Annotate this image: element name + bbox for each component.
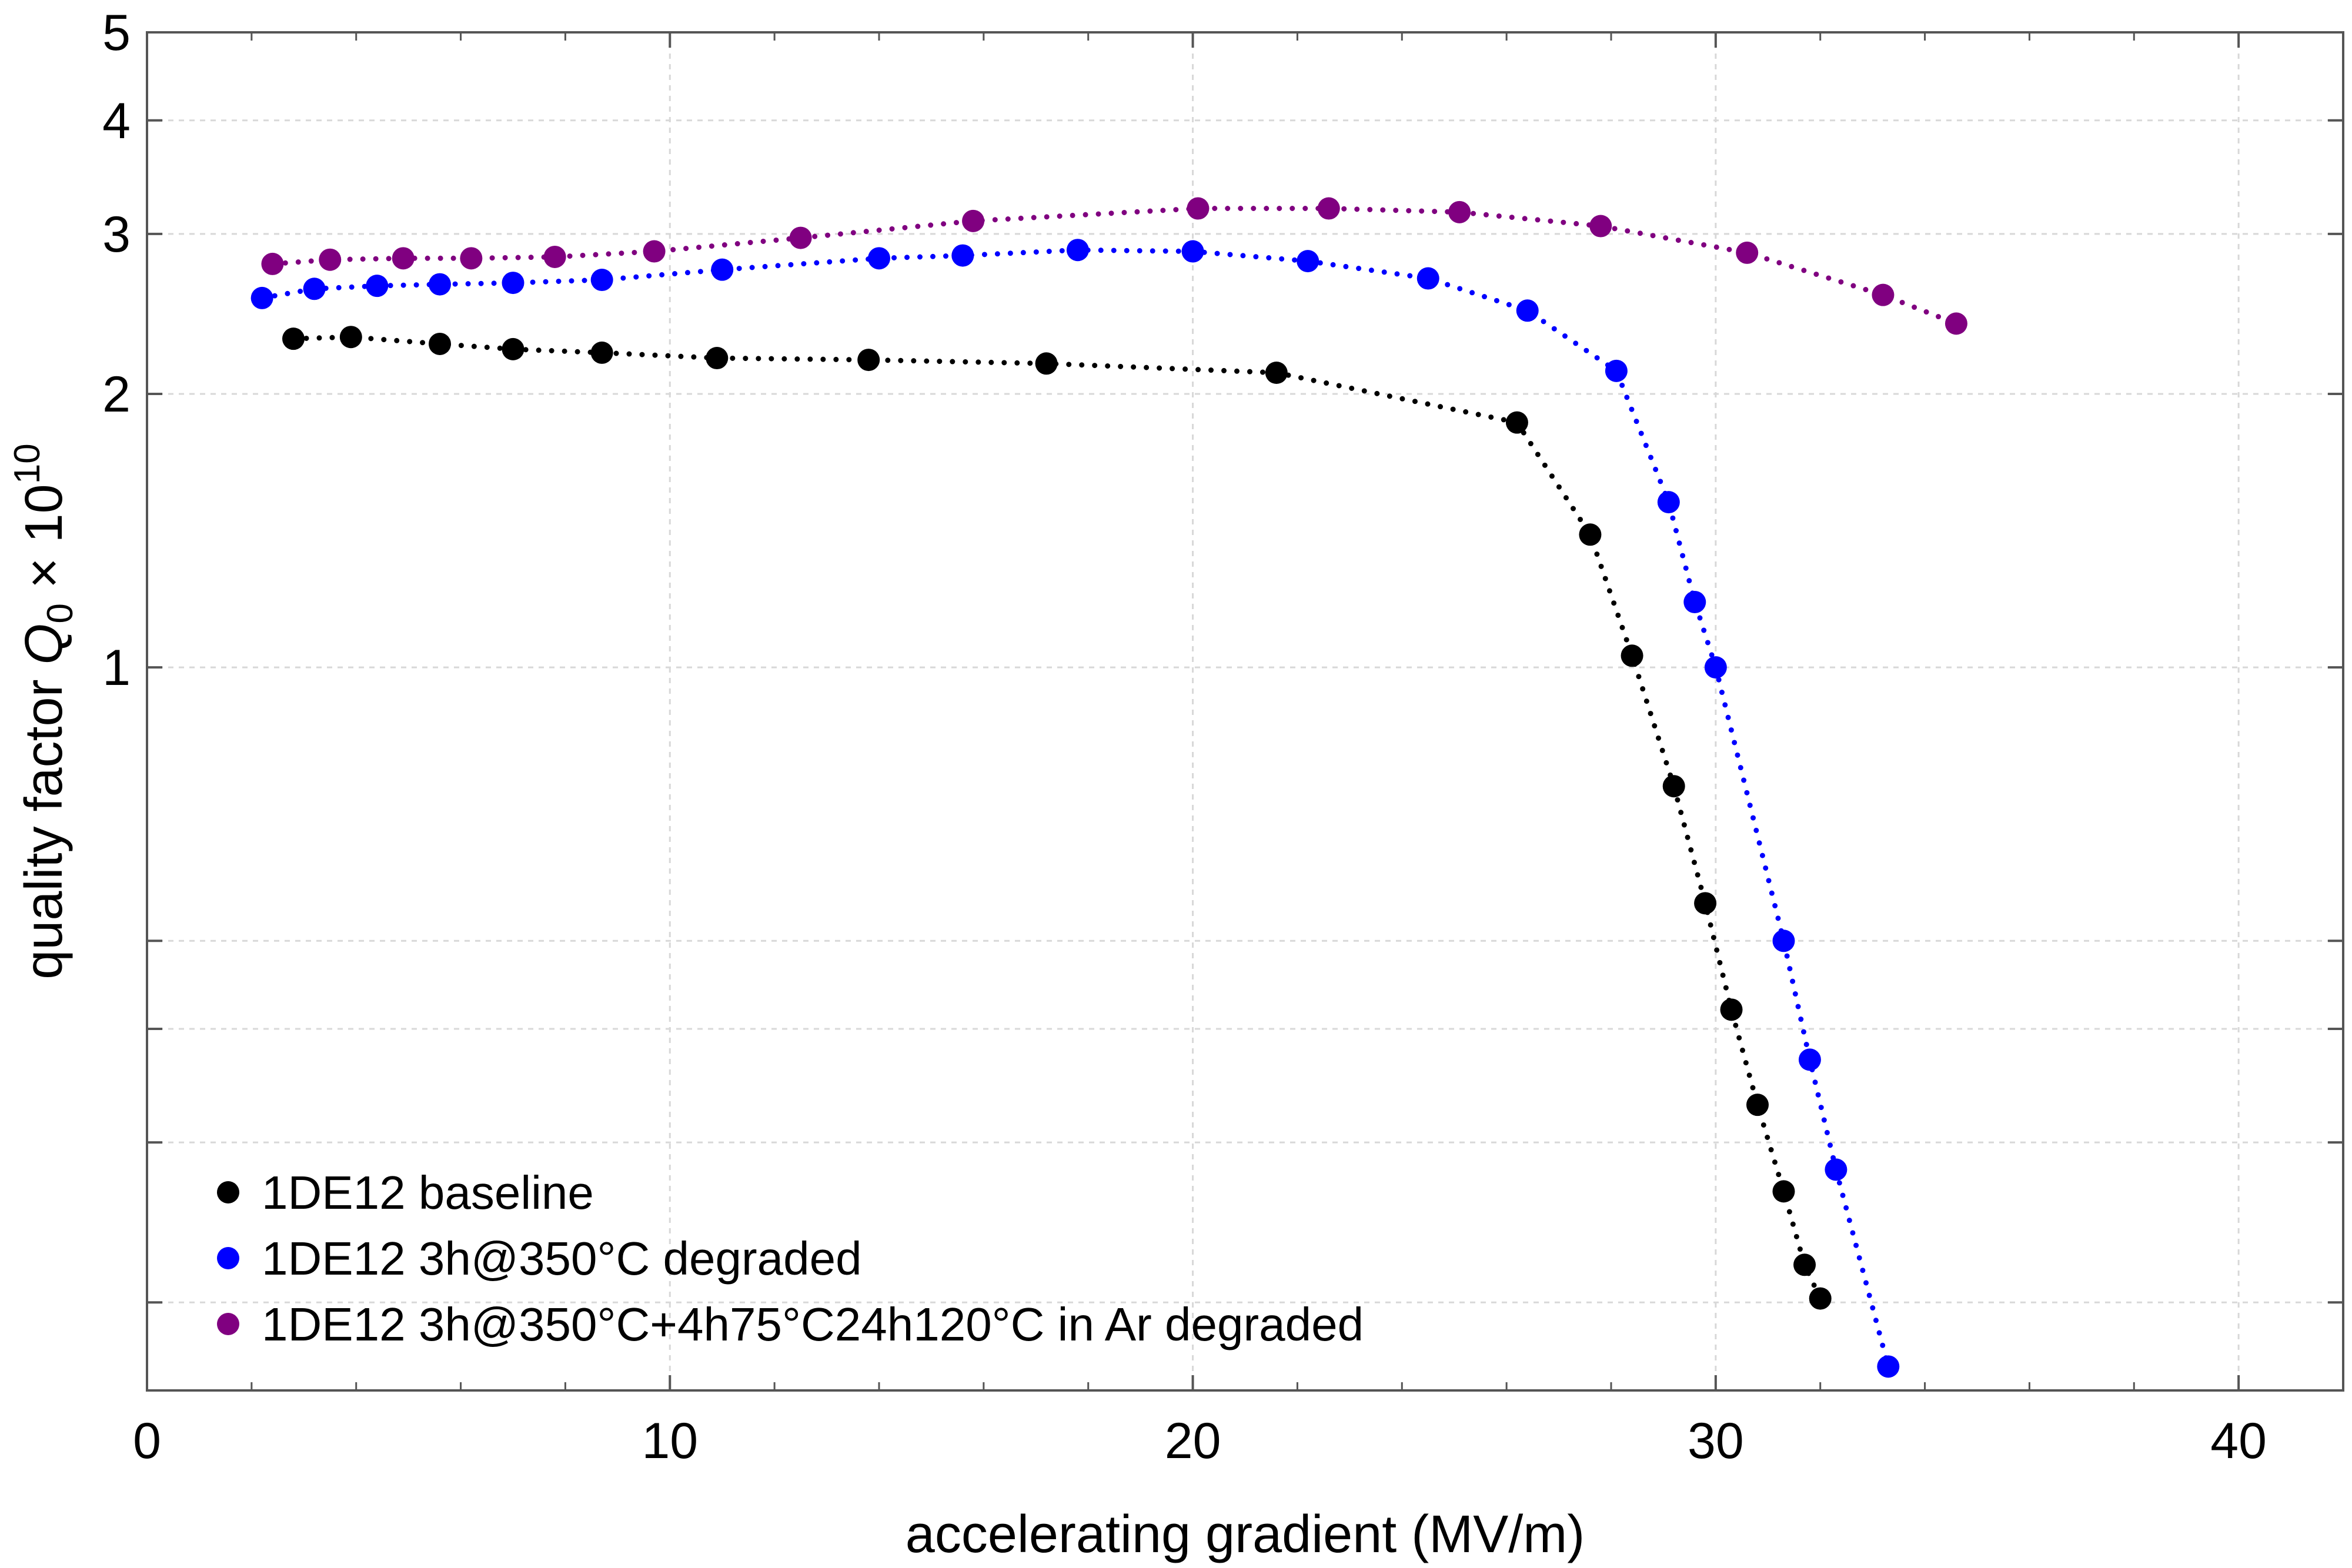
legend-label: 1DE12 3h@350°C+4h75°C24h120°C in Ar degr… [262, 1298, 1364, 1350]
series-1-point [1265, 362, 1288, 385]
series-3-point [789, 226, 812, 249]
y-axis-title-symbol: Q [15, 623, 74, 664]
series-2-point [1798, 1048, 1821, 1071]
series-3-point [319, 248, 342, 271]
legend: 1DE12 baseline 1DE12 3h@350°C degraded 1DE… [217, 1166, 1364, 1350]
series-1-point [1505, 411, 1528, 434]
series-3-point [1317, 197, 1340, 220]
series-1-point [1694, 892, 1717, 915]
legend-item: 1DE12 3h@350°C+4h75°C24h120°C in Ar degr… [217, 1298, 1364, 1350]
series-1-point [590, 341, 613, 364]
series-2-point [303, 278, 326, 300]
series-1-point [1772, 1180, 1795, 1203]
series-2-line [259, 247, 1891, 1369]
y-axis-title-prefix: quality factor [15, 664, 74, 979]
series-2-point [1704, 656, 1727, 679]
series-2-point [711, 258, 734, 281]
legend-marker [217, 1181, 239, 1203]
series-2-point [1605, 359, 1628, 382]
legend-item: 1DE12 3h@350°C degraded [217, 1232, 862, 1285]
legend-label: 1DE12 baseline [262, 1166, 594, 1219]
legend-marker [217, 1313, 239, 1335]
series-1-point [1793, 1253, 1816, 1276]
series-2-point [1297, 250, 1319, 273]
series-3-point [392, 247, 415, 270]
series-1-point [339, 326, 362, 349]
series-1-point [1035, 352, 1058, 375]
series-2-point [1181, 240, 1204, 263]
y-tick-label: 3 [102, 206, 131, 263]
series-2-point [951, 244, 974, 267]
series-2-point [502, 272, 524, 295]
y-axis-title: quality factor Q0 × 1010 [7, 443, 81, 979]
plot-frame [146, 31, 2344, 1392]
series-3-point [460, 247, 483, 270]
series-3-point [261, 252, 284, 275]
series-2-point [1066, 239, 1089, 262]
x-tick-label: 40 [2210, 1413, 2267, 1469]
y-axis-title-subscript: 0 [40, 603, 81, 623]
series-1-point [282, 327, 305, 350]
series-3-point [1448, 200, 1471, 223]
x-axis-title: accelerating gradient (MV/m) [906, 1505, 1585, 1564]
series-3-point [1589, 215, 1612, 238]
y-axis-title-exponent: 10 [7, 443, 48, 484]
series-3-point [1187, 197, 1210, 220]
y-axis-title-times: × 10 [15, 484, 74, 603]
series-2-point [1683, 591, 1706, 614]
series-2-point [1825, 1158, 1847, 1181]
series-2-point [1516, 299, 1539, 322]
x-tick-label: 20 [1165, 1413, 1221, 1469]
data-series [250, 197, 1967, 1378]
y-tick-label: 1 [102, 640, 131, 696]
series-1-point [429, 332, 451, 355]
series-3-point [1736, 241, 1759, 264]
series-3-point [543, 245, 566, 268]
series-3 [261, 197, 1967, 335]
series-2-point [868, 247, 890, 270]
series-1 [282, 326, 1832, 1310]
series-2 [250, 239, 1900, 1378]
series-2-point [366, 275, 389, 297]
series-3-point [1945, 312, 1967, 335]
series-2-point [1416, 267, 1439, 290]
x-tick-label: 30 [1688, 1413, 1744, 1469]
series-1-point [502, 337, 524, 360]
series-3-line [269, 206, 1959, 326]
series-2-point [1657, 491, 1680, 514]
series-3-point [962, 209, 985, 232]
series-1-point [1809, 1287, 1832, 1310]
series-2-point [1772, 930, 1795, 952]
x-tick-label: 10 [642, 1413, 698, 1469]
series-1-point [1662, 775, 1685, 798]
y-tick-label: 2 [102, 366, 131, 423]
series-1-point [1621, 644, 1643, 667]
series-1-point [706, 347, 729, 370]
series-2-point [250, 286, 273, 309]
y-tick-label: 4 [102, 93, 131, 149]
series-2-point [1877, 1355, 1900, 1378]
axis-ticks: 0 10 20 30 40 1 2 3 4 5 [102, 5, 2343, 1469]
series-2-point [590, 269, 613, 292]
series-3-point [643, 240, 666, 263]
series-1-point [1720, 998, 1743, 1021]
series-1-point [857, 349, 880, 372]
series-2-point [429, 273, 451, 296]
legend-label: 1DE12 3h@350°C degraded [262, 1232, 862, 1285]
x-tick-label: 0 [133, 1413, 161, 1469]
legend-marker [217, 1247, 239, 1269]
y-tick-label: 5 [102, 5, 131, 61]
series-1-point [1746, 1094, 1769, 1116]
series-3-point [1872, 283, 1895, 306]
series-1-point [1579, 523, 1602, 546]
legend-item: 1DE12 baseline [217, 1166, 594, 1219]
